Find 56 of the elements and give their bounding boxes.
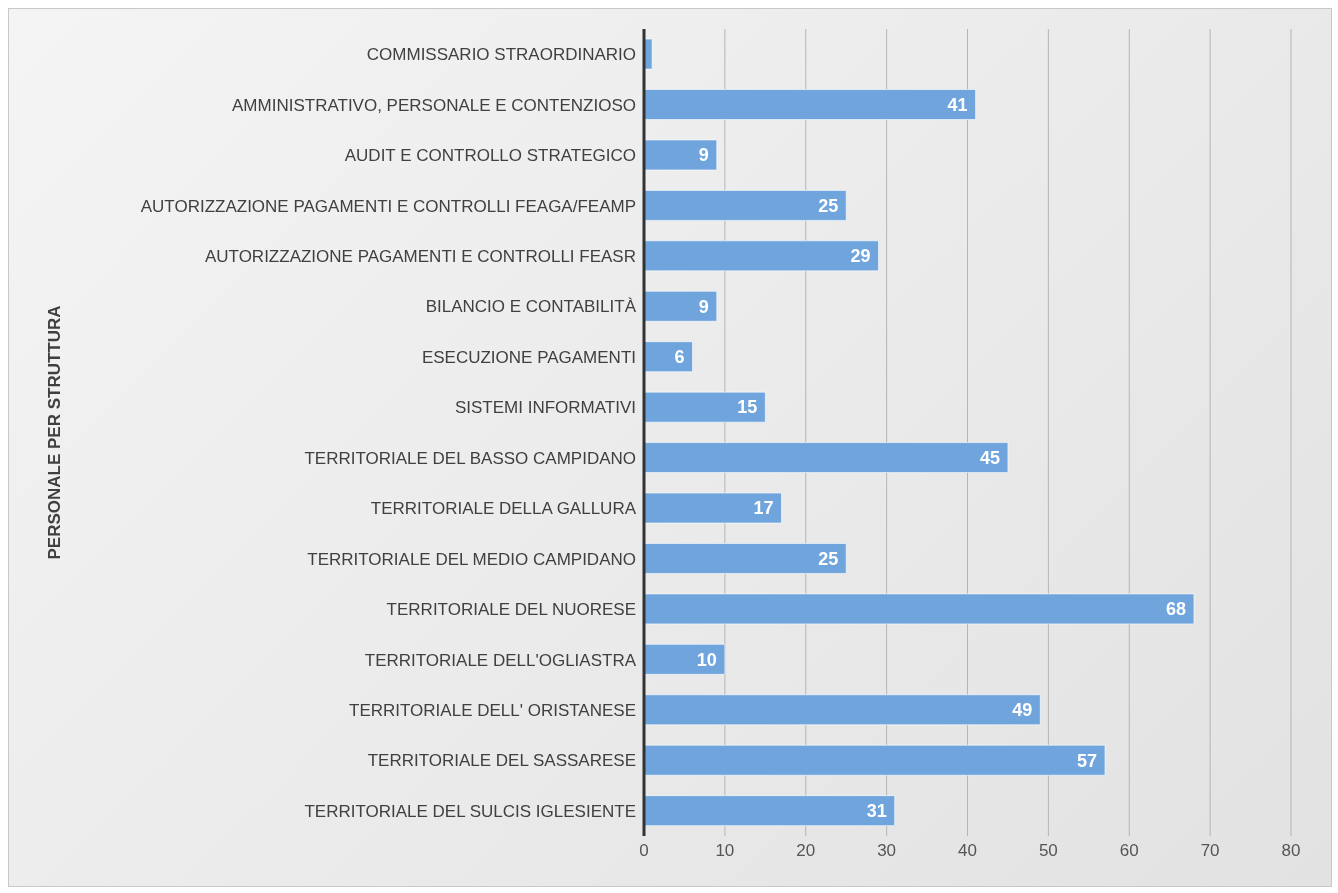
bar: [644, 643, 726, 675]
bar: [644, 341, 694, 373]
y-axis-title: PERSONALE PER STRUTTURA: [45, 305, 65, 560]
x-tick-label: 50: [1038, 841, 1058, 861]
data-label: 15: [737, 397, 758, 418]
data-label: 41: [947, 94, 968, 115]
x-tick-label: 10: [715, 841, 735, 861]
data-label: 45: [979, 447, 1000, 468]
data-label: 17: [753, 498, 774, 519]
data-label: 9: [698, 145, 709, 166]
x-tick-label: 0: [639, 841, 649, 861]
bar: [644, 139, 718, 171]
bar: [644, 542, 847, 574]
x-tick-label: 60: [1119, 841, 1139, 861]
y-tick-label: AUTORIZZAZIONE PAGAMENTI E CONTROLLI FEAGA/FEAMP: [140, 196, 636, 216]
y-tick-label: TERRITORIALE DEL SASSARESE: [367, 751, 636, 771]
y-tick-label: TERRITORIALE DEL NUORESE: [386, 600, 636, 620]
bar: [644, 240, 880, 272]
data-label: 57: [1076, 750, 1097, 771]
bar: [644, 189, 847, 221]
x-tick-label: 30: [877, 841, 897, 861]
data-label: 10: [696, 649, 717, 670]
data-label: 25: [818, 548, 839, 569]
y-tick-label: BILANCIO E CONTABILITÀ: [425, 297, 637, 317]
y-tick-label: ESECUZIONE PAGAMENTI: [421, 347, 636, 367]
y-tick-label: AMMINISTRATIVO, PERSONALE E CONTENZIOSO: [232, 95, 636, 115]
data-label: 29: [850, 246, 871, 267]
bar: [644, 744, 1106, 776]
data-label: 6: [674, 347, 685, 368]
bar: [644, 290, 718, 322]
y-tick-label: TERRITORIALE DEL BASSO CAMPIDANO: [304, 448, 636, 468]
data-label: 68: [1165, 599, 1186, 620]
y-tick-label: SISTEMI INFORMATIVI: [454, 398, 636, 418]
y-tick-label: TERRITORIALE DEL MEDIO CAMPIDANO: [307, 549, 636, 569]
x-tick-label: 20: [796, 841, 816, 861]
bar: [644, 442, 1009, 474]
data-label: 31: [866, 800, 887, 821]
y-tick-label: TERRITORIALE DELL' ORISTANESE: [349, 700, 636, 720]
y-tick-label: TERRITORIALE DELL'OGLIASTRA: [364, 650, 637, 670]
bar: [644, 593, 1195, 625]
data-label: 49: [1012, 700, 1033, 721]
y-tick-label: TERRITORIALE DEL SULCIS IGLESIENTE: [304, 801, 636, 821]
x-tick-label: 40: [958, 841, 977, 861]
bar: [644, 694, 1041, 726]
y-tick-label: AUTORIZZAZIONE PAGAMENTI E CONTROLLI FEASR: [204, 247, 636, 266]
bar: [644, 492, 782, 524]
y-tick-label: AUDIT E CONTROLLO STRATEGICO: [344, 146, 636, 166]
y-tick-label: COMMISSARIO STRAORDINARIO: [366, 45, 636, 65]
bar: [644, 795, 896, 827]
bar: [644, 391, 766, 423]
y-tick-label: TERRITORIALE DELLA GALLURA: [370, 499, 637, 519]
data-label: 25: [818, 195, 839, 216]
data-label: 9: [698, 296, 709, 317]
bar: [644, 89, 977, 121]
x-tick-label: 80: [1281, 841, 1301, 861]
x-tick-label: 70: [1200, 841, 1220, 861]
